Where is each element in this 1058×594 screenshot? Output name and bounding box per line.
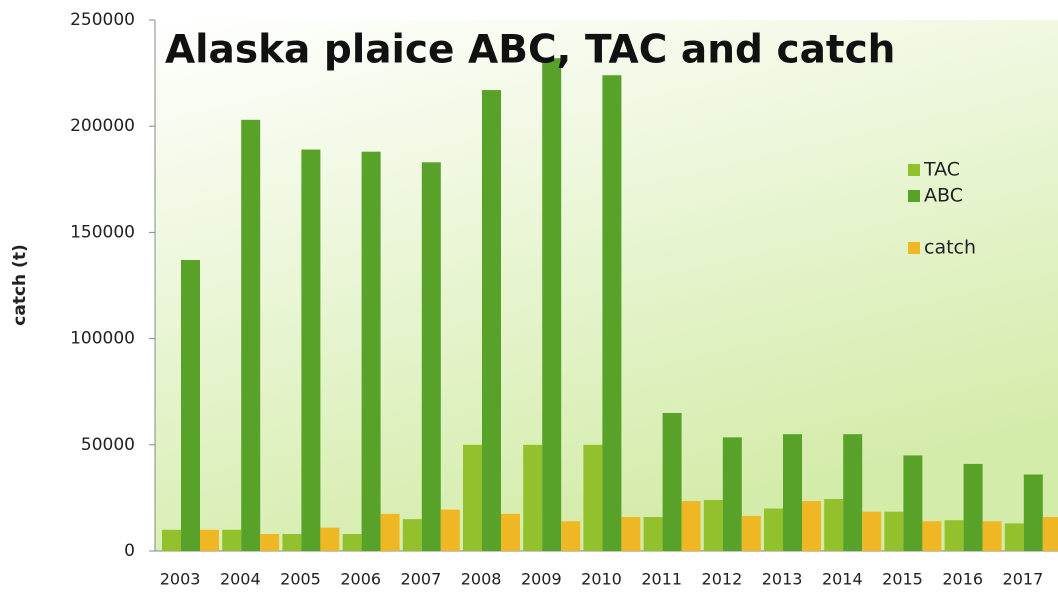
x-tick-label: 2008 [461, 570, 502, 589]
bar [662, 412, 682, 551]
bar [282, 534, 302, 551]
bar [963, 463, 983, 551]
bar [380, 513, 400, 551]
legend-swatch [908, 190, 920, 202]
bar [843, 434, 863, 551]
bar [200, 529, 219, 551]
bar [982, 521, 1002, 551]
legend-label: ABC [924, 185, 963, 207]
x-tick-label: 2010 [581, 570, 622, 589]
y-tick-label: 250000 [70, 10, 135, 30]
bar [764, 508, 783, 551]
y-tick-label: 0 [124, 541, 135, 561]
bar [922, 521, 942, 551]
bar [741, 515, 761, 551]
x-tick-label: 2009 [521, 570, 562, 589]
x-tick-label: 2011 [641, 570, 682, 589]
legend-swatch [908, 242, 920, 254]
bar [884, 511, 904, 551]
x-tick-label: 2004 [220, 570, 261, 589]
bar [1042, 517, 1058, 551]
x-tick-label: 2006 [340, 570, 381, 589]
x-tick-label: 2013 [762, 570, 803, 589]
x-tick-label: 2014 [822, 570, 863, 589]
bar [523, 444, 543, 551]
y-tick-label: 100000 [70, 329, 135, 349]
bar [260, 534, 280, 551]
y-tick-label: 150000 [70, 222, 135, 242]
bar [241, 119, 261, 551]
bar [583, 444, 603, 551]
x-tick-label: 2012 [702, 570, 743, 589]
bar [722, 437, 742, 551]
bar [463, 444, 482, 551]
x-tick-label: 2015 [882, 570, 923, 589]
chart-title: Alaska plaice ABC, TAC and catch [165, 28, 895, 73]
bar [342, 534, 362, 551]
x-tick-label: 2003 [160, 570, 201, 589]
marks [149, 19, 1058, 552]
bar [542, 58, 562, 552]
legend-swatch [908, 164, 920, 176]
bar [421, 162, 441, 552]
y-tick-label: 200000 [70, 116, 135, 136]
bar [643, 517, 663, 551]
bar [440, 509, 460, 551]
bar [1004, 523, 1024, 551]
bar [862, 511, 882, 551]
x-tick-label: 2005 [280, 570, 321, 589]
bar [501, 513, 520, 551]
bar [320, 527, 340, 551]
bar [944, 520, 964, 551]
bar [621, 517, 641, 551]
bar [402, 519, 422, 551]
bar [903, 455, 923, 551]
bar [482, 90, 501, 551]
legend-label: TAC [923, 159, 960, 181]
legend-label: catch [924, 237, 976, 259]
bar [703, 500, 723, 551]
bar [824, 498, 844, 551]
x-tick-label: 2017 [1003, 570, 1044, 589]
bar [162, 529, 181, 551]
bar [361, 151, 381, 552]
bar [1023, 474, 1043, 551]
x-tick-label: 2007 [401, 570, 442, 589]
bar [561, 521, 581, 551]
y-axis-label: catch (t) [10, 244, 30, 325]
bar [802, 501, 821, 551]
y-tick-label: 50000 [81, 435, 135, 455]
bar [783, 434, 802, 551]
bar [301, 149, 321, 551]
bar [681, 501, 701, 551]
x-tick-label: 2016 [942, 570, 983, 589]
bar [602, 75, 622, 551]
bar [181, 260, 200, 551]
bar [222, 529, 242, 551]
